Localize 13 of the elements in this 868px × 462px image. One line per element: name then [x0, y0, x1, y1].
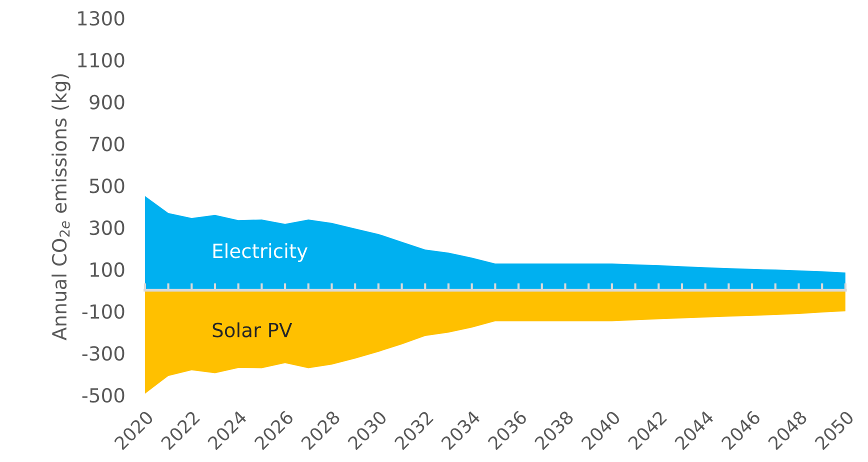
y-tick-label: 1300	[78, 10, 124, 26]
y-tick-label: 900	[90, 94, 124, 110]
y-tick-label: -100	[82, 304, 124, 319]
series-label: Electricity	[213, 243, 308, 262]
y-tick-label: 300	[90, 220, 124, 236]
y-tick-label: 700	[90, 136, 124, 152]
y-tick-label: -500	[82, 388, 124, 403]
y-tick-label: -300	[82, 346, 124, 361]
series-label: Solar PV	[212, 322, 292, 338]
y-tick-label: 500	[90, 178, 124, 194]
y-axis-title: Annual CO$_{2e}$ emissions (kg)	[52, 74, 70, 340]
y-tick-label: 100	[90, 262, 124, 278]
y-tick-label: 1100	[78, 52, 124, 68]
